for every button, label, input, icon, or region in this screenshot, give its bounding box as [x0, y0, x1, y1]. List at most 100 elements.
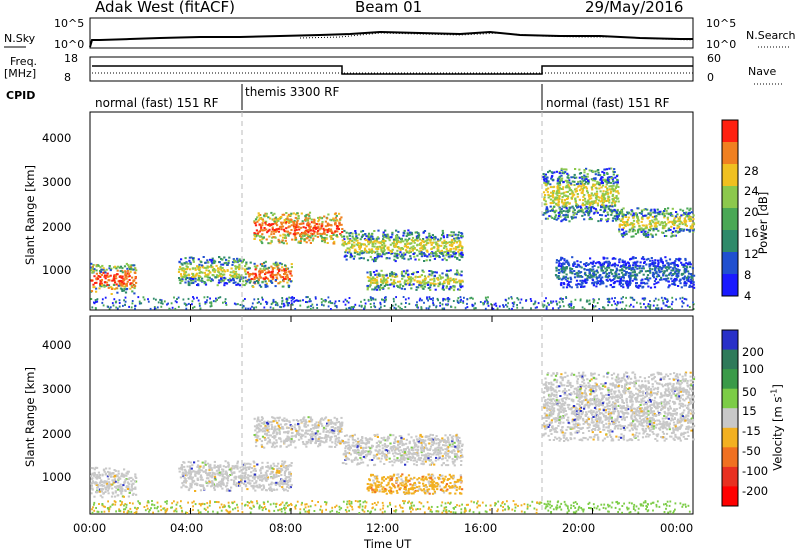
heatmap-cell: [308, 217, 311, 220]
heatmap-cell: [629, 296, 632, 299]
heatmap-cell: [281, 266, 284, 269]
heatmap-cell: [364, 302, 367, 305]
heatmap-cell: [563, 258, 566, 261]
heatmap-cell: [323, 236, 326, 239]
heatmap-cell: [359, 251, 362, 254]
nsearch-line: [299, 32, 694, 41]
heatmap-cell: [675, 298, 677, 301]
heatmap-cell: [303, 234, 306, 237]
heatmap-cell: [460, 245, 463, 248]
heatmap-cell: [558, 277, 561, 280]
heatmap-cell: [560, 208, 563, 210]
heatmap-cell: [105, 467, 108, 470]
heatmap-cell: [233, 259, 236, 262]
heatmap-cell: [611, 201, 614, 204]
heatmap-cell: [400, 238, 403, 241]
heatmap-cell: [184, 257, 187, 260]
heatmap-cell: [328, 223, 331, 226]
heatmap-cell: [575, 183, 579, 186]
heatmap-cell: [244, 269, 247, 272]
chart-title: Adak West (fitACF): [95, 0, 235, 16]
heatmap-cell: [628, 305, 631, 308]
heatmap-cell: [635, 278, 638, 281]
freq-label: Freq.: [10, 55, 38, 68]
heatmap-cell: [323, 241, 326, 244]
heatmap-cell: [689, 220, 692, 222]
heatmap-cell: [629, 272, 632, 275]
heatmap-cell: [398, 286, 401, 289]
heatmap-cell: [673, 263, 676, 266]
heatmap-cell: [459, 281, 462, 284]
heatmap-cell: [655, 307, 658, 310]
heatmap-cell: [365, 239, 368, 242]
heatmap-cell: [199, 266, 202, 269]
heatmap-cell: [391, 274, 394, 276]
heatmap-cell: [188, 302, 190, 305]
heatmap-cell: [383, 249, 386, 251]
heatmap-cell: [607, 300, 610, 303]
heatmap-cell: [108, 483, 111, 486]
heatmap-cell: [370, 281, 373, 284]
heatmap-cell: [371, 245, 374, 248]
heatmap-cell: [593, 207, 596, 210]
heatmap-cell: [264, 273, 267, 276]
heatmap-cell: [679, 220, 682, 223]
heatmap-cell: [600, 281, 603, 284]
heatmap-cell: [378, 307, 381, 310]
heatmap-cell: [613, 300, 615, 303]
heatmap-cell: [442, 236, 445, 239]
heatmap-cell: [132, 268, 135, 271]
heatmap-cell: [370, 235, 373, 238]
heatmap-cell: [533, 302, 536, 305]
heatmap-cell: [300, 235, 303, 238]
heatmap-cell: [616, 181, 619, 184]
heatmap-cell: [308, 223, 311, 226]
heatmap-cell: [102, 304, 105, 307]
heatmap-cell: [651, 235, 654, 238]
heatmap-cell: [401, 257, 404, 260]
heatmap-cell: [611, 297, 613, 300]
heatmap-cell: [597, 266, 600, 269]
heatmap-cell: [684, 270, 687, 273]
heatmap-cell: [689, 278, 692, 281]
heatmap-cell: [223, 273, 226, 276]
heatmap-cell: [223, 276, 226, 279]
heatmap-cell: [351, 244, 354, 247]
heatmap-cell: [257, 214, 260, 217]
heatmap-cell: [367, 298, 370, 301]
heatmap-cell: [284, 264, 287, 267]
heatmap-cell: [634, 261, 637, 264]
heatmap-cell: [631, 210, 634, 213]
heatmap-cell: [547, 182, 550, 185]
heatmap-cell: [664, 208, 667, 210]
heatmap-cell: [298, 228, 301, 231]
heatmap-cell: [376, 246, 379, 249]
heatmap-cell: [687, 270, 690, 273]
heatmap-cell: [393, 255, 396, 258]
heatmap-cell: [565, 213, 568, 216]
heatmap-cell: [383, 245, 386, 248]
heatmap-cell: [244, 307, 247, 310]
heatmap-cell: [642, 224, 646, 227]
heatmap-cell: [421, 299, 423, 302]
heatmap-cell: [600, 218, 603, 221]
heatmap-cell: [641, 267, 644, 270]
heatmap-cell: [231, 278, 234, 281]
heatmap-cell: [614, 263, 617, 266]
heatmap-cell: [207, 273, 210, 276]
heatmap-cell: [435, 255, 438, 258]
heatmap-cell: [242, 280, 245, 283]
heatmap-cell: [616, 301, 619, 304]
heatmap-cell: [682, 278, 685, 281]
heatmap-cell: [255, 276, 258, 279]
heatmap-cell: [618, 225, 621, 228]
heatmap-cell: [595, 277, 598, 280]
heatmap-cell: [566, 172, 569, 175]
heatmap-cell: [623, 269, 626, 272]
heatmap-cell: [100, 268, 103, 271]
heatmap-cell: [405, 302, 407, 304]
heatmap-cell: [266, 271, 269, 274]
heatmap-cell: [556, 187, 559, 190]
heatmap-cell: [283, 237, 287, 239]
heatmap-cell: [369, 251, 372, 253]
